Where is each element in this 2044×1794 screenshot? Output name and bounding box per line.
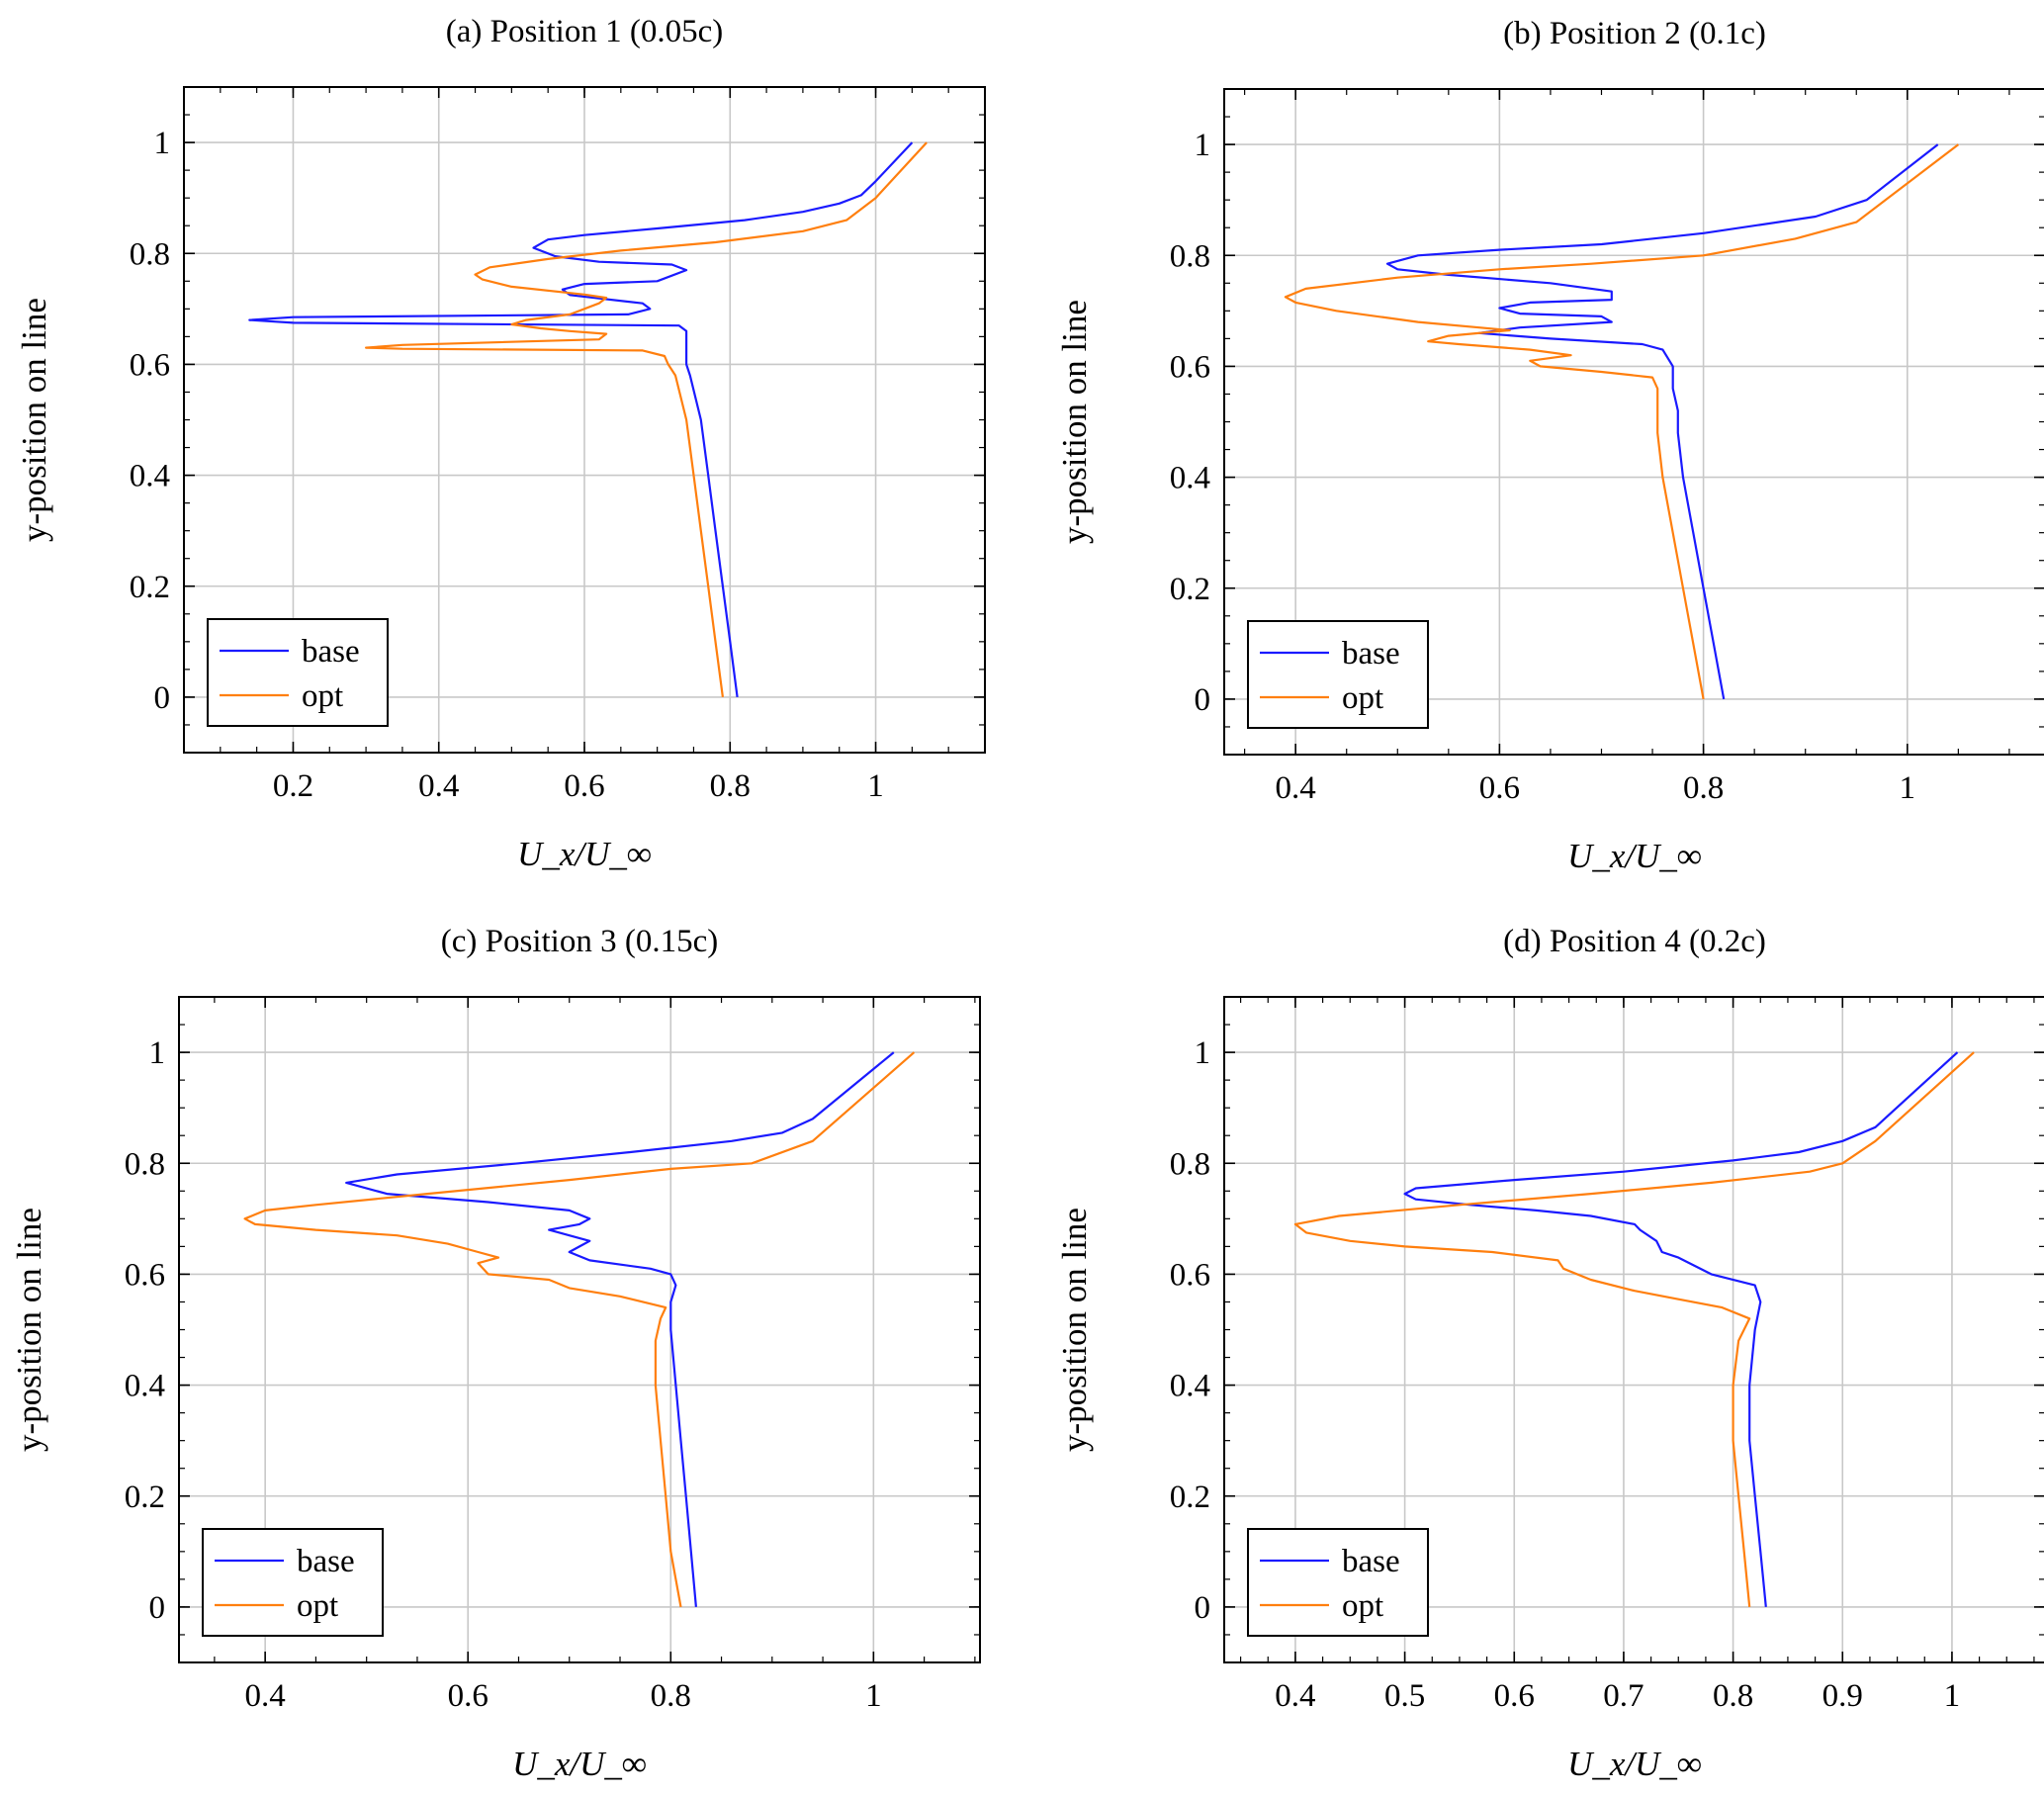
x-tick-label: 0.6 [564, 768, 604, 804]
x-tick-label: 0.6 [448, 1678, 489, 1714]
legend-label: base [1342, 636, 1400, 672]
y-tick-label: 0.8 [1170, 238, 1210, 274]
x-axis-label: U_x/U_∞ [512, 1745, 647, 1783]
y-axis-label: y-position on line [1055, 300, 1094, 544]
y-axis-label: y-position on line [15, 298, 53, 542]
y-axis-label: y-position on line [1055, 1208, 1094, 1452]
legend: base opt [207, 618, 389, 727]
y-tick-label: 0 [1195, 1590, 1211, 1626]
x-tick-label: 0.6 [1479, 770, 1520, 806]
x-axis-label: U_x/U_∞ [1567, 837, 1702, 875]
legend-label: opt [302, 678, 343, 714]
legend: base opt [1247, 1528, 1429, 1637]
x-tick-label: 0.4 [1275, 1678, 1315, 1714]
y-tick-label: 0.6 [1170, 349, 1210, 385]
chart-title: (d) Position 4 (0.2c) [1503, 924, 1766, 959]
x-tick-label: 0.8 [1713, 1678, 1753, 1714]
legend-label: opt [1342, 680, 1383, 716]
y-tick-label: 1 [149, 1035, 166, 1071]
plot-frame [183, 86, 986, 754]
series-line-opt [1284, 143, 1960, 700]
x-tick-label: 0.8 [1683, 770, 1724, 806]
plot-frame [1223, 996, 2044, 1663]
legend-label: base [1342, 1544, 1400, 1579]
y-tick-label: 0.6 [1170, 1257, 1210, 1293]
y-tick-label: 0.6 [125, 1257, 165, 1293]
y-tick-label: 0.8 [1170, 1146, 1210, 1182]
x-tick-label: 0.4 [245, 1678, 286, 1714]
x-tick-label: 0.8 [651, 1678, 691, 1714]
series-line-base [345, 1051, 895, 1607]
chart-panel-3: 0.4 0.6 0.8 1 0 0.2 0.4 0.6 0.8 1 (c) Position 3 (… [10, 924, 981, 1783]
y-axis-label: y-position on line [10, 1208, 48, 1452]
plot-frame [1223, 88, 2044, 756]
y-tick-label: 0.4 [1170, 461, 1210, 496]
y-tick-label: 1 [1195, 1035, 1211, 1071]
series-line-base [1403, 1051, 1959, 1608]
y-tick-label: 0.6 [130, 347, 170, 383]
y-tick-label: 0.8 [130, 236, 170, 272]
y-tick-label: 0.4 [125, 1369, 165, 1404]
y-tick-label: 0.4 [1170, 1369, 1210, 1404]
x-tick-label: 1 [1900, 770, 1916, 806]
chart-title: (b) Position 2 (0.1c) [1503, 16, 1766, 51]
chart-panel-4: 0.4 0.5 0.6 0.7 0.8 0.9 1 0 0.2 0.4 0.6 0.8 1 (d) Pos… [1055, 924, 2044, 1783]
chart-panel-1: 0.2 0.4 0.6 0.8 1 0 0.2 0.4 0.6 0.8 1 (a) Position … [15, 14, 986, 873]
x-axis-label: U_x/U_∞ [1567, 1745, 1702, 1783]
legend-box [202, 1528, 384, 1637]
y-tick-label: 0 [1195, 682, 1211, 718]
x-tick-label: 0.8 [710, 768, 751, 804]
x-tick-label: 0.7 [1603, 1678, 1644, 1714]
x-tick-label: 0.5 [1384, 1678, 1425, 1714]
plot-frame [178, 996, 981, 1663]
chart-panel-2: 0.4 0.6 0.8 1 0 0.2 0.4 0.6 0.8 1 (b) Position 2 (… [1055, 16, 2044, 875]
series-line-opt [1293, 1051, 1975, 1608]
y-tick-label: 0.2 [1170, 572, 1210, 607]
y-tick-label: 0.2 [125, 1480, 165, 1515]
chart-title: (a) Position 1 (0.05c) [446, 14, 723, 49]
x-axis-label: U_x/U_∞ [517, 835, 652, 873]
y-tick-label: 1 [1195, 128, 1211, 163]
chart-title: (c) Position 3 (0.15c) [441, 924, 718, 959]
x-tick-label: 0.6 [1494, 1678, 1535, 1714]
y-tick-label: 0.4 [130, 459, 170, 494]
series-line-base [248, 141, 914, 698]
legend-box [1247, 1528, 1429, 1637]
series-line-base [1385, 143, 1939, 700]
legend-label: opt [297, 1588, 338, 1624]
y-tick-label: 0 [149, 1590, 166, 1626]
legend-label: base [297, 1544, 355, 1579]
x-tick-label: 0.4 [1276, 770, 1316, 806]
legend-label: base [302, 634, 360, 670]
legend-box [207, 618, 389, 727]
x-tick-label: 1 [865, 1678, 882, 1714]
x-tick-label: 0.2 [273, 768, 313, 804]
legend: base opt [202, 1528, 384, 1637]
y-tick-label: 0.2 [1170, 1480, 1210, 1515]
x-tick-label: 0.4 [418, 768, 459, 804]
y-tick-label: 0 [154, 680, 171, 716]
legend-box [1247, 620, 1429, 729]
x-tick-label: 1 [1944, 1678, 1961, 1714]
series-line-opt [365, 141, 928, 698]
y-tick-label: 0.8 [125, 1146, 165, 1182]
x-tick-label: 1 [867, 768, 884, 804]
series-line-opt [243, 1051, 916, 1608]
y-tick-label: 0.2 [130, 570, 170, 605]
x-tick-label: 0.9 [1822, 1678, 1863, 1714]
y-tick-label: 1 [154, 126, 171, 161]
legend: base opt [1247, 620, 1429, 729]
legend-label: opt [1342, 1588, 1383, 1624]
